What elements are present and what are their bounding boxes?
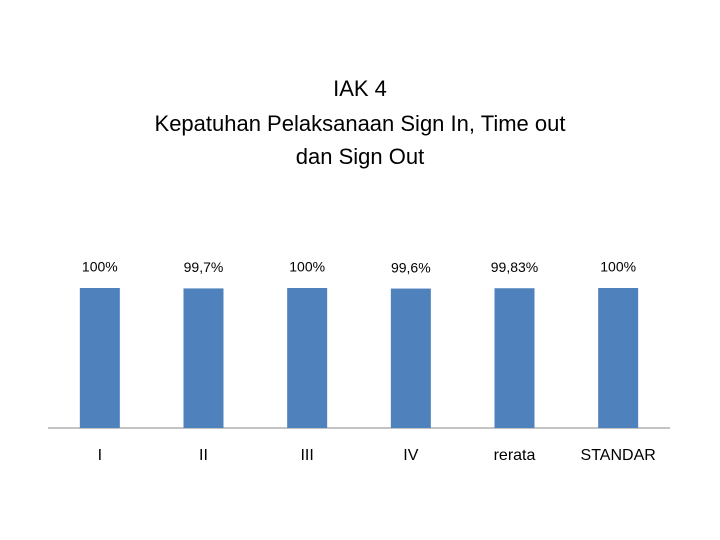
bar — [494, 288, 535, 428]
value-label: 99,83% — [491, 259, 538, 275]
value-label: 100% — [289, 259, 325, 275]
chart-title: Kepatuhan Pelaksanaan Sign In, Time out — [155, 111, 566, 136]
bar — [598, 288, 639, 428]
chart-title: dan Sign Out — [296, 144, 424, 169]
x-tick-label: III — [300, 447, 313, 464]
chart-title: IAK 4 — [333, 76, 387, 101]
x-tick-label: STANDAR — [581, 447, 656, 464]
value-label: 100% — [82, 259, 118, 275]
x-tick-label: IV — [403, 447, 418, 464]
x-tick-label: rerata — [494, 447, 536, 464]
x-tick-label: II — [199, 447, 208, 464]
value-label: 99,6% — [391, 259, 431, 275]
value-label: 100% — [600, 259, 636, 275]
value-label: 99,7% — [184, 259, 224, 275]
bar — [183, 288, 224, 428]
x-tick-label: I — [98, 447, 102, 464]
bar — [390, 288, 431, 428]
bar — [79, 288, 120, 428]
bar — [287, 288, 328, 428]
